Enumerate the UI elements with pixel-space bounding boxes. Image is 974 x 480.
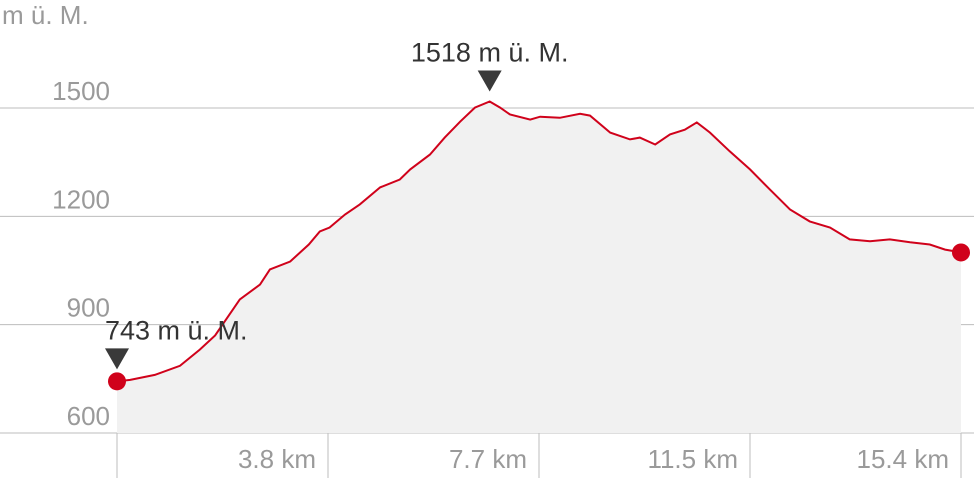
x-tick-label: 11.5 km <box>647 444 738 474</box>
x-tick-label: 7.7 km <box>449 444 527 474</box>
min-elevation-label: 743 m ü. M. <box>105 315 248 345</box>
x-tick-label: 3.8 km <box>238 444 316 474</box>
max-elevation-label: 1518 m ü. M. <box>411 38 569 68</box>
y-tick-label: 1500 <box>52 76 110 106</box>
elevation-line <box>116 100 962 383</box>
y-axis: 600 900 1200 1500 <box>52 76 110 431</box>
y-tick-label: 600 <box>67 401 110 431</box>
x-tick-label: 15.4 km <box>857 444 950 474</box>
elevation-area <box>117 101 961 433</box>
triangle-down-icon <box>477 70 502 92</box>
annotations: 743 m ü. M. 1518 m ü. M. <box>105 38 568 391</box>
end-point-marker <box>952 243 970 262</box>
y-axis-label: m ü. M. <box>2 0 89 30</box>
start-point-marker <box>108 372 126 391</box>
y-tick-label: 900 <box>67 293 110 323</box>
triangle-down-icon <box>105 348 129 370</box>
y-tick-label: 1200 <box>52 184 110 214</box>
x-axis: 3.8 km 7.7 km 11.5 km 15.4 km <box>238 444 949 474</box>
